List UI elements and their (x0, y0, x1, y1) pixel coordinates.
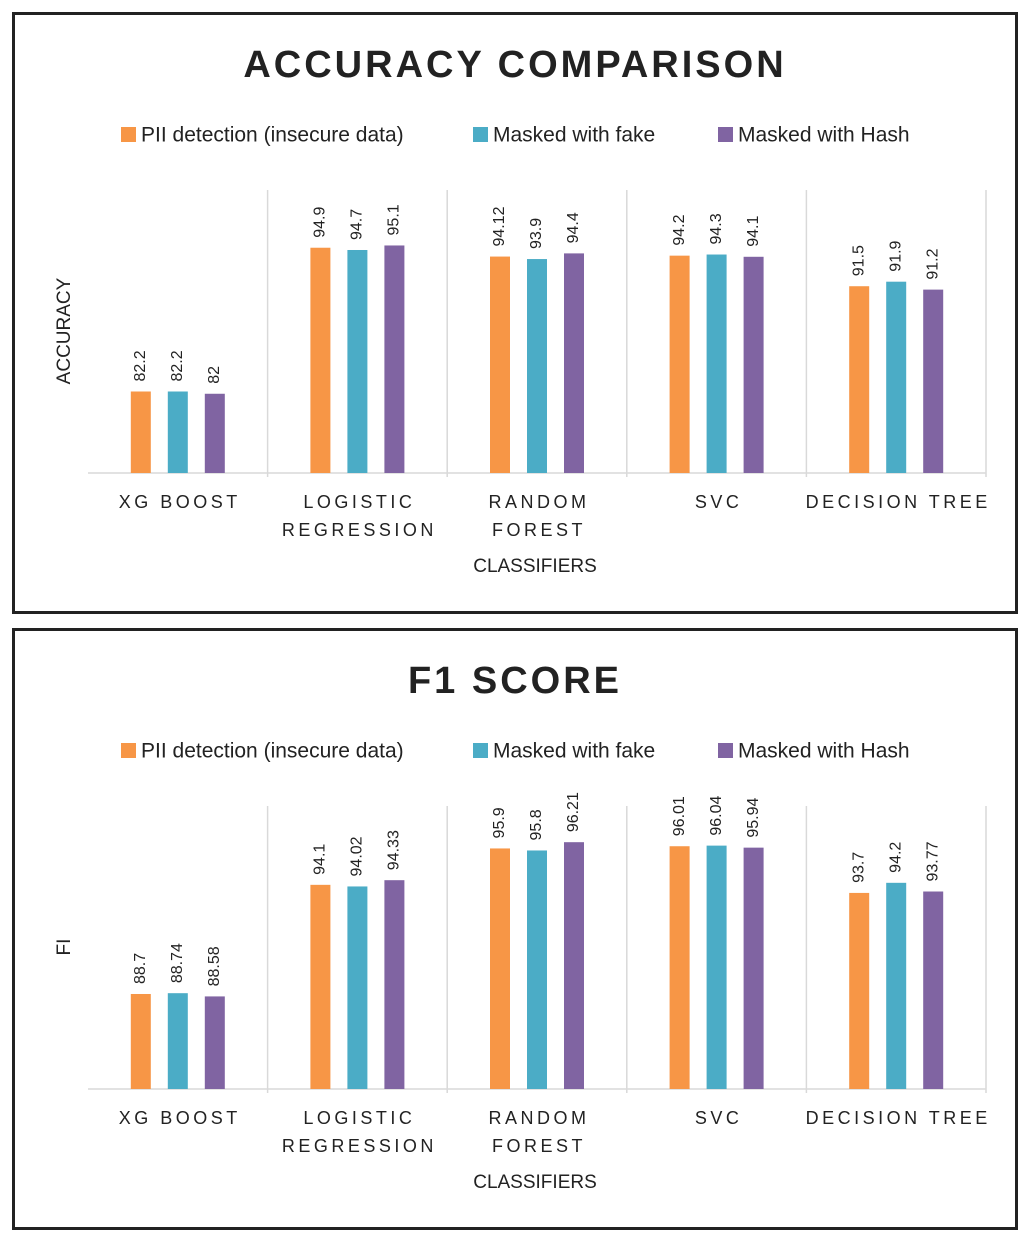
bar (347, 249, 368, 473)
value-label: 94.02 (349, 836, 366, 876)
value-label: 93.9 (528, 218, 545, 249)
value-label: 94.4 (565, 212, 582, 243)
legend-label: PII detection (insecure data) (141, 740, 404, 763)
bar (384, 880, 405, 1089)
chart-title: ACCURACY COMPARISON (243, 44, 786, 86)
bar (706, 254, 727, 473)
bar (564, 842, 584, 1089)
x-tick-label: DECISION TREE (806, 492, 991, 512)
bar (706, 845, 727, 1089)
value-label: 91.5 (850, 245, 867, 276)
bar (886, 882, 907, 1089)
value-label: 95.1 (386, 204, 403, 235)
value-label: 95.8 (528, 809, 545, 840)
bar (130, 391, 151, 473)
bar (527, 850, 547, 1089)
legend-label: Masked with Hash (738, 740, 910, 763)
value-label: 96.21 (565, 792, 582, 832)
x-axis-label: CLASSIFIERS (473, 556, 597, 577)
bar (743, 256, 764, 473)
bar (490, 256, 510, 473)
y-axis-label: ACCURACY (54, 277, 75, 384)
value-label: 94.7 (349, 209, 366, 240)
bar (130, 993, 151, 1089)
legend-swatch (473, 127, 488, 142)
bar (564, 253, 584, 473)
chart-frame: F1 SCORE PII detection (insecure data) Mas… (12, 628, 1018, 1230)
bar (167, 993, 188, 1089)
bar (204, 996, 225, 1089)
bar (743, 847, 764, 1089)
bar (849, 286, 870, 473)
value-label: 96.01 (671, 796, 688, 836)
bar (849, 892, 870, 1089)
value-label: 95.9 (491, 807, 508, 838)
value-label: 94.2 (671, 214, 688, 245)
x-tick-label: SVC (695, 492, 743, 512)
x-tick-label: LOGISTIC REGRESSION (282, 1108, 437, 1156)
bar (204, 393, 225, 473)
chart-title: F1 SCORE (408, 660, 622, 702)
bar (167, 391, 188, 473)
value-label: 96.04 (708, 795, 725, 835)
value-label: 82.2 (132, 350, 149, 381)
bar (384, 245, 405, 473)
value-label: 88.58 (206, 946, 223, 986)
legend-label: Masked with fake (493, 124, 655, 147)
legend-label: Masked with fake (493, 740, 655, 763)
x-tick-label: RANDOM FOREST (489, 1108, 590, 1156)
value-label: 88.7 (132, 953, 149, 984)
legend-swatch (121, 127, 136, 142)
value-label: 82 (206, 366, 223, 384)
value-label: 94.2 (887, 842, 904, 873)
chart-frame: ACCURACY COMPARISON PII detection (insecu… (12, 12, 1018, 614)
value-label: 88.74 (169, 943, 186, 983)
chart: ACCURACY COMPARISON PII detection (insecu… (54, 44, 991, 577)
bar (886, 281, 907, 473)
chart: F1 SCORE PII detection (insecure data) Mas… (54, 660, 991, 1193)
value-label: 94.33 (386, 830, 403, 870)
value-label: 82.2 (169, 350, 186, 381)
legend-swatch (121, 743, 136, 758)
bar (923, 891, 944, 1089)
value-label: 91.2 (924, 248, 941, 279)
x-tick-label: SVC (695, 1108, 743, 1128)
x-tick-label: XG BOOST (119, 1108, 241, 1128)
value-label: 93.77 (924, 841, 941, 881)
bar (669, 255, 690, 473)
bar (310, 884, 331, 1089)
legend-swatch (473, 743, 488, 758)
x-tick-label: XG BOOST (119, 492, 241, 512)
bar (490, 848, 510, 1089)
legend-label: Masked with Hash (738, 124, 910, 147)
x-tick-label: DECISION TREE (806, 1108, 991, 1128)
x-tick-label: LOGISTIC REGRESSION (282, 492, 437, 540)
bar (310, 247, 331, 473)
bar (347, 886, 368, 1089)
value-label: 95.94 (745, 798, 762, 838)
x-tick-label: RANDOM FOREST (489, 492, 590, 540)
legend-label: PII detection (insecure data) (141, 124, 404, 147)
bar (923, 289, 944, 473)
value-label: 94.1 (312, 844, 329, 875)
value-label: 94.3 (708, 213, 725, 244)
value-label: 94.1 (745, 216, 762, 247)
value-label: 94.12 (491, 206, 508, 246)
bar (527, 259, 547, 473)
value-label: 93.7 (850, 852, 867, 883)
value-label: 91.9 (887, 240, 904, 271)
bar (669, 846, 690, 1089)
x-axis-label: CLASSIFIERS (473, 1172, 597, 1193)
y-axis-label: FI (54, 939, 75, 956)
value-label: 94.9 (312, 206, 329, 237)
legend-swatch (718, 127, 733, 142)
legend-swatch (718, 743, 733, 758)
